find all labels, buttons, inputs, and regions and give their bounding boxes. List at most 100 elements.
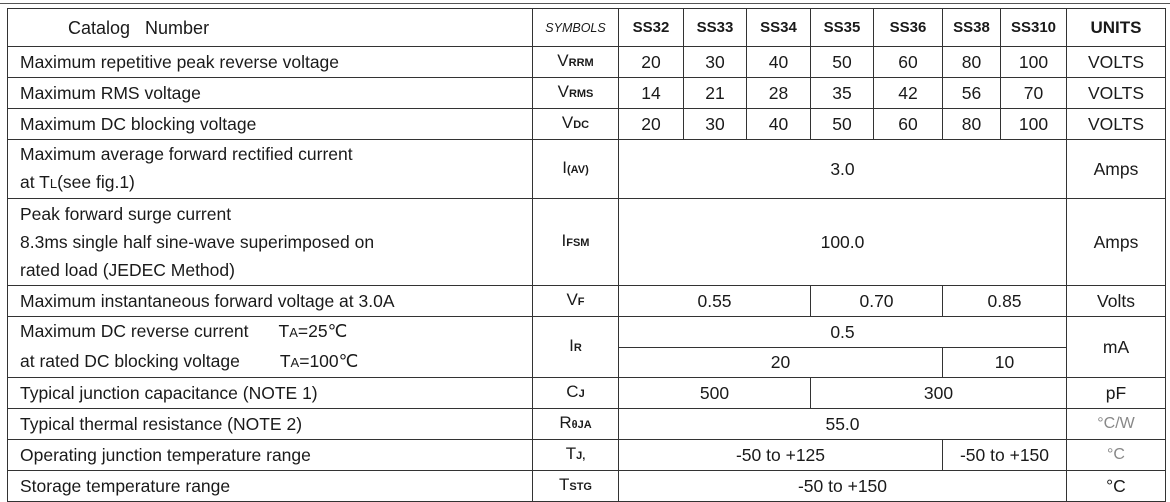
description-line: at TL(see fig.1)	[20, 168, 532, 198]
unit-cell: pF	[1066, 377, 1166, 409]
symbol: IFSM	[532, 198, 619, 286]
text: at T	[20, 172, 50, 192]
value-cell: 100	[1000, 46, 1067, 78]
text: Maximum DC reverse current	[20, 321, 249, 341]
symbol-subscript: θJA	[571, 419, 592, 431]
value-cell: 100	[1000, 108, 1067, 140]
value-cell: 50	[810, 108, 874, 140]
value-cell: 50	[810, 46, 874, 78]
table-row-vrrm: Maximum repetitive peak reverse voltage …	[7, 46, 1166, 78]
value-cell: 3.0	[618, 139, 1067, 199]
table-row-iav: Maximum average forward rectified curren…	[7, 139, 1166, 199]
symbol-subscript: FSM	[566, 237, 590, 249]
unit-cell: °C	[1066, 439, 1166, 471]
symbol-letter: V	[557, 51, 569, 70]
table-row-rthja: Typical thermal resistance (NOTE 2) RθJA…	[7, 408, 1166, 440]
symbol-letter: V	[566, 290, 578, 309]
symbol-subscript: (AV)	[566, 164, 589, 176]
value-cell: 0.55	[618, 285, 811, 317]
parameter-description: Maximum RMS voltage	[7, 77, 533, 109]
value-cell: 80	[942, 108, 1001, 140]
symbol-subscript: RRM	[568, 57, 594, 69]
symbol-subscript: R	[573, 342, 582, 354]
unit-cell: Amps	[1066, 198, 1166, 286]
value-cell: -50 to +150	[942, 439, 1067, 471]
unit-cell: °C	[1066, 470, 1166, 502]
subscript: L	[49, 176, 58, 191]
parameter-description: Typical junction capacitance (NOTE 1)	[7, 377, 533, 409]
units-header: UNITS	[1066, 8, 1166, 47]
table-row-tj: Operating junction temperature range TJ,…	[7, 439, 1166, 471]
condition: TA=100℃	[279, 351, 359, 371]
symbol: VDC	[532, 108, 619, 140]
value-cell: 300	[810, 377, 1067, 409]
description-line: Maximum average forward rectified curren…	[20, 144, 353, 164]
symbol: CJ	[532, 377, 619, 409]
value-cell: 56	[942, 77, 1001, 109]
value-cell: 0.70	[810, 285, 943, 317]
symbol: I(AV)	[532, 139, 619, 199]
symbol-letter: V	[557, 82, 569, 101]
value-cell: 30	[683, 46, 747, 78]
value-cell: 35	[810, 77, 874, 109]
value-cell: 60	[873, 108, 943, 140]
parameter-description: Maximum DC blocking voltage	[7, 108, 533, 140]
value-cell: 20	[618, 108, 684, 140]
unit-cell: Volts	[1066, 285, 1166, 317]
symbol: VF	[532, 285, 619, 317]
symbol-subscript: DC	[573, 119, 590, 131]
condition: TA=25℃	[278, 321, 348, 341]
symbol: TJ,	[532, 439, 619, 471]
parameter-description: Storage temperature range	[7, 470, 533, 502]
symbol-letter: I	[562, 158, 567, 177]
parameter-description: Maximum instantaneous forward voltage at…	[7, 285, 533, 317]
part-header: SS310	[1000, 8, 1067, 47]
value-cell: 40	[746, 46, 811, 78]
header-row: Catalog Number SYMBOLS SS32 SS33 SS34 SS…	[7, 8, 1166, 47]
value-cell: 500	[618, 377, 811, 409]
table-row-vdc: Maximum DC blocking voltage VDC 20 30 40…	[7, 108, 1166, 140]
value-cell: 0.5	[618, 316, 1067, 348]
table-row-cj: Typical junction capacitance (NOTE 1) CJ…	[7, 377, 1166, 409]
value-cell: 30	[683, 108, 747, 140]
value-cell: 20	[618, 346, 943, 378]
symbol: RθJA	[532, 408, 619, 440]
part-header: SS36	[873, 8, 943, 47]
description-line: Peak forward surge current	[20, 204, 232, 224]
description-line: 8.3ms single half sine-wave superimposed…	[20, 232, 375, 252]
unit-cell: VOLTS	[1066, 46, 1166, 78]
symbol-subscript: RMS	[568, 88, 594, 100]
table-row-vf: Maximum instantaneous forward voltage at…	[7, 285, 1166, 317]
value-cell: 40	[746, 108, 811, 140]
value-cell: 42	[873, 77, 943, 109]
symbol-subscript: J,	[576, 450, 586, 462]
ratings-table: Catalog Number SYMBOLS SS32 SS33 SS34 SS…	[7, 8, 1166, 502]
parameter-description: Operating junction temperature range	[7, 439, 533, 471]
unit-cell: °C/W	[1066, 408, 1166, 440]
symbol-letter: V	[561, 113, 574, 132]
part-header: SS34	[746, 8, 811, 47]
table-row-ir-100: 20 10	[8, 346, 1166, 378]
value-cell: 60	[873, 46, 943, 78]
description-line: rated load (JEDEC Method)	[20, 260, 235, 280]
symbol-letter: I	[561, 231, 567, 250]
table-row-ifsm: Peak forward surge current 8.3ms single …	[7, 198, 1166, 286]
unit-cell: VOLTS	[1066, 108, 1166, 140]
symbol: TSTG	[532, 470, 619, 502]
symbol-subscript: J	[578, 388, 585, 400]
table-row-tstg: Storage temperature range TSTG -50 to +1…	[7, 470, 1166, 502]
unit-cell: mA	[1066, 316, 1166, 378]
symbol: VRMS	[532, 77, 619, 109]
description-line: at rated DC blocking voltage TA=100℃	[20, 347, 532, 377]
value-cell: -50 to +150	[618, 470, 1067, 502]
table-row-ir: Maximum DC reverse current TA=25℃ at rate…	[7, 316, 1166, 378]
symbol-letter: T	[558, 475, 570, 494]
symbol: VRRM	[532, 46, 619, 78]
symbol-subscript: F	[577, 296, 585, 308]
top-rule	[0, 3, 1170, 4]
parameter-description: Maximum repetitive peak reverse voltage	[7, 46, 533, 78]
symbol-letter: T	[565, 444, 577, 463]
parameter-description: Maximum DC reverse current TA=25℃ at rate…	[7, 316, 533, 378]
value-cell: -50 to +125	[618, 439, 943, 471]
symbol-letter: C	[566, 382, 579, 401]
